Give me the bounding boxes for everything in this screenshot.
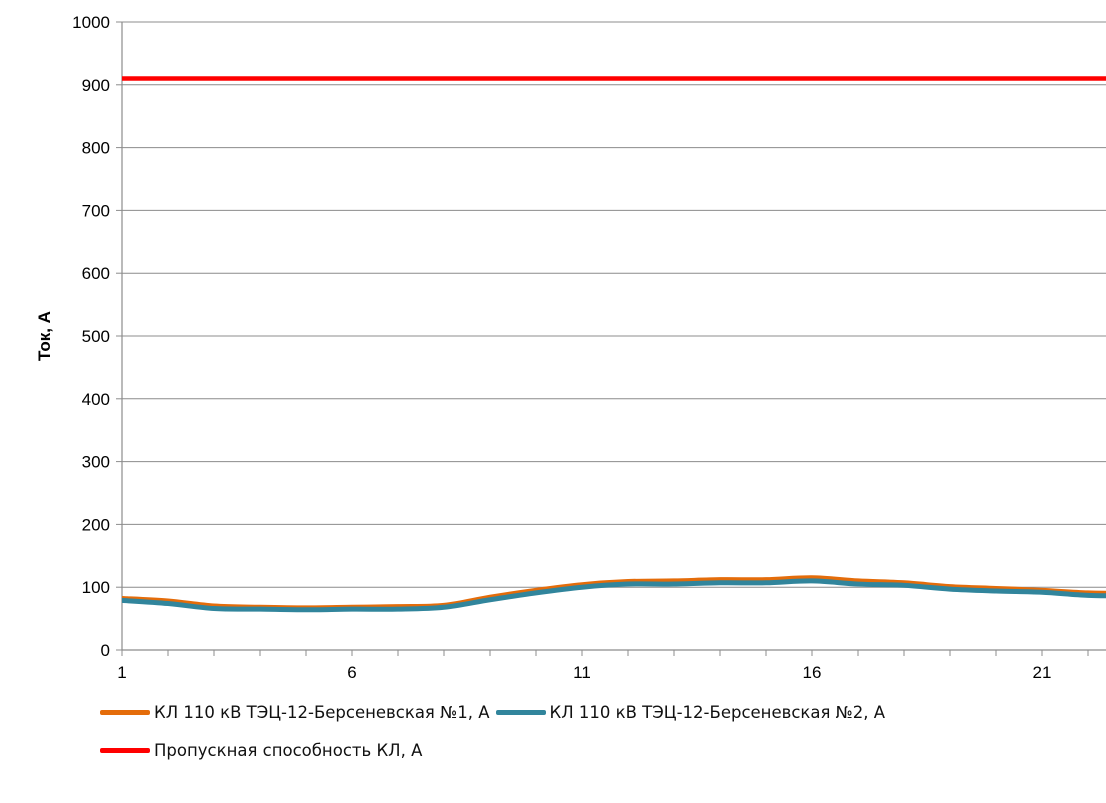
data-point-series-3 (626, 77, 630, 81)
data-point-series-3 (764, 77, 768, 81)
data-point-series-2 (626, 582, 630, 586)
legend-row-2: Пропускная способность КЛ, А (100, 738, 1100, 762)
y-tick-label: 400 (82, 390, 110, 409)
data-point-series-3 (1040, 77, 1044, 81)
y-tick-label: 0 (101, 641, 110, 660)
legend-label-series-2: КЛ 110 кВ ТЭЦ-12-Берсеневская №2, А (549, 702, 886, 722)
y-tick-label: 900 (82, 76, 110, 95)
data-point-series-3 (902, 77, 906, 81)
gridlines (122, 21, 1106, 588)
data-point-series-2 (764, 581, 768, 585)
x-tick-label: 16 (803, 663, 822, 682)
y-tick-label: 700 (82, 201, 110, 220)
series-lines (120, 76, 1106, 613)
data-point-series-2 (672, 582, 676, 586)
data-point-series-3 (442, 77, 446, 81)
data-point-series-2 (994, 589, 998, 593)
data-point-series-3 (810, 77, 814, 81)
data-point-series-3 (856, 77, 860, 81)
legend-item-series-2[interactable]: КЛ 110 кВ ТЭЦ-12-Берсеневская №2, А (495, 702, 886, 722)
data-point-series-2 (580, 585, 584, 589)
axes (116, 21, 1106, 656)
data-point-series-2 (856, 582, 860, 586)
legend-label-series-3: Пропускная способность КЛ, А (154, 740, 423, 760)
data-point-series-2 (1086, 593, 1090, 597)
data-point-series-3 (120, 77, 124, 81)
data-point-series-2 (212, 607, 216, 611)
legend-row-1: КЛ 110 кВ ТЭЦ-12-Берсеневская №1, А КЛ 1… (100, 700, 1100, 724)
y-tick-label: 100 (82, 578, 110, 597)
data-point-series-3 (948, 77, 952, 81)
legend-swatch-series-2 (495, 709, 546, 715)
legend-swatch-series-3 (100, 747, 150, 753)
data-point-series-3 (994, 77, 998, 81)
legend-label-series-1: КЛ 110 кВ ТЭЦ-12-Берсеневская №1, А (154, 702, 490, 722)
series-line-2[interactable] (122, 578, 1106, 613)
data-point-series-3 (350, 77, 354, 81)
data-point-series-2 (534, 591, 538, 595)
data-point-series-2 (1040, 590, 1044, 594)
x-tick-label: 21 (1033, 663, 1052, 682)
data-point-series-3 (580, 77, 584, 81)
data-point-series-2 (488, 598, 492, 602)
x-tick-label: 11 (573, 663, 591, 682)
data-point-series-2 (304, 608, 308, 612)
data-point-series-3 (212, 77, 216, 81)
data-point-series-2 (948, 587, 952, 591)
x-tick-label: 1 (117, 663, 126, 682)
legend-swatch-series-1 (100, 709, 150, 715)
y-tick-label: 200 (82, 515, 110, 534)
data-point-series-2 (902, 583, 906, 587)
data-point-series-2 (166, 602, 170, 606)
legend-item-series-1[interactable]: КЛ 110 кВ ТЭЦ-12-Берсеневская №1, А (100, 703, 490, 722)
y-tick-label: 1000 (72, 13, 110, 32)
data-point-series-3 (1086, 77, 1090, 81)
y-axis-title: Ток, А (35, 311, 54, 361)
data-point-series-3 (166, 77, 170, 81)
data-point-series-2 (350, 607, 354, 611)
data-point-series-2 (120, 598, 124, 602)
data-point-series-3 (488, 77, 492, 81)
data-point-series-3 (304, 77, 308, 81)
data-point-series-2 (718, 581, 722, 585)
data-point-series-3 (534, 77, 538, 81)
y-tick-label: 300 (82, 453, 110, 472)
data-point-series-3 (396, 77, 400, 81)
x-tick-label: 6 (347, 663, 356, 682)
data-point-series-2 (258, 607, 262, 611)
data-point-series-3 (672, 77, 676, 81)
y-tick-label: 600 (82, 264, 110, 283)
legend-item-series-3[interactable]: Пропускная способность КЛ, А (100, 741, 422, 760)
data-point-series-3 (718, 77, 722, 81)
data-point-series-3 (258, 77, 262, 81)
y-tick-label: 500 (82, 327, 110, 346)
legend: КЛ 110 кВ ТЭЦ-12-Берсеневская №1, А КЛ 1… (100, 700, 1100, 776)
data-point-series-2 (442, 605, 446, 609)
data-point-series-2 (396, 607, 400, 611)
y-tick-label: 800 (82, 139, 110, 158)
data-point-series-2 (810, 579, 814, 583)
